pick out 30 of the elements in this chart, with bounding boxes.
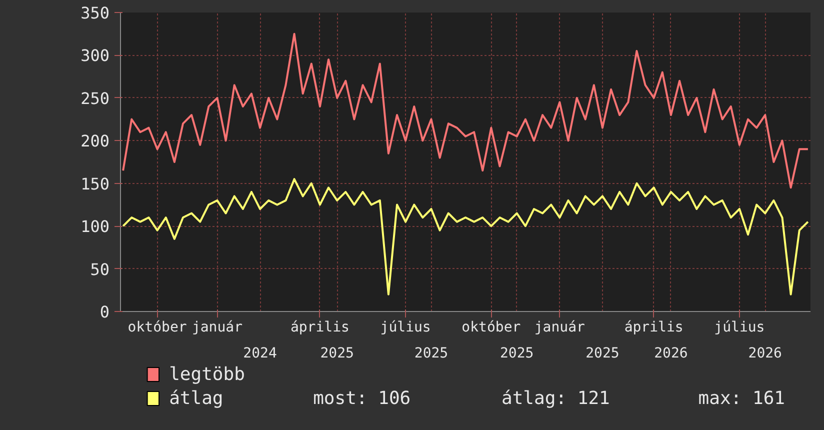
x-tick-label: október bbox=[462, 320, 521, 336]
x-tick-label: 2025 bbox=[500, 346, 534, 362]
y-tick-label: 300 bbox=[80, 46, 110, 66]
x-tick-label: január bbox=[192, 320, 243, 336]
x-tick-label: 2024 bbox=[243, 346, 277, 362]
y-tick-label: 350 bbox=[80, 4, 110, 22]
y-tick-label: 200 bbox=[80, 132, 110, 151]
x-tick-label: 2025 bbox=[586, 346, 620, 362]
y-tick-label: 50 bbox=[90, 260, 110, 279]
legend-label: átlag bbox=[169, 388, 224, 409]
x-tick-label: 2026 bbox=[654, 346, 688, 362]
x-tick-label: október bbox=[128, 320, 187, 336]
x-tick-label: 2025 bbox=[414, 346, 448, 362]
x-tick-label: január bbox=[534, 320, 585, 336]
legend-label: legtöbb bbox=[169, 364, 245, 385]
line-series bbox=[122, 32, 809, 189]
x-tick-label: 2026 bbox=[748, 346, 782, 362]
line-series bbox=[122, 178, 809, 296]
text: átlag: 121 bbox=[502, 388, 610, 409]
x-tick-label: április bbox=[624, 320, 684, 336]
y-tick-label: 250 bbox=[80, 88, 110, 108]
x-tick-label: április bbox=[290, 320, 350, 336]
x-tick-label: július bbox=[380, 320, 431, 336]
x-tick-label: július bbox=[714, 320, 765, 336]
y-tick-label: 100 bbox=[80, 217, 110, 236]
y-tick-label: 150 bbox=[80, 174, 110, 194]
text: most: 106 bbox=[313, 388, 411, 409]
x-tick-label: 2025 bbox=[320, 346, 354, 362]
y-tick-label: 0 bbox=[100, 302, 110, 322]
text: max: 161 bbox=[698, 388, 785, 409]
